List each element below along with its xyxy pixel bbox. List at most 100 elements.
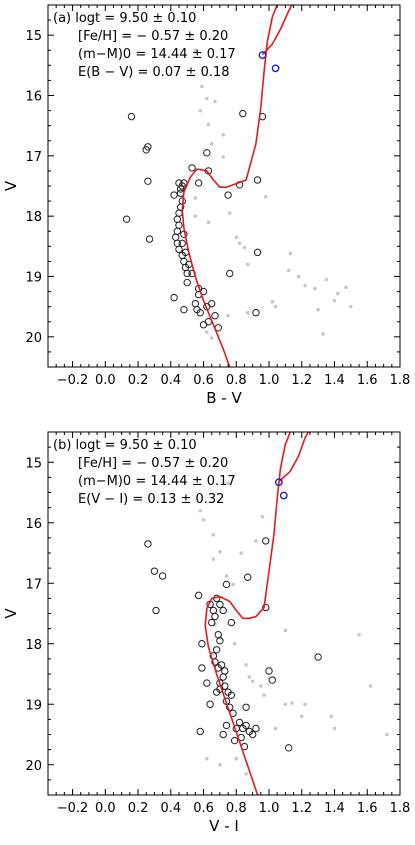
- x-tick-label: 0.6: [193, 801, 214, 816]
- member-star-point: [239, 109, 247, 118]
- x-tick-label: 1.2: [291, 801, 312, 816]
- field-star-point: [332, 726, 337, 731]
- field-star-point: [218, 549, 222, 554]
- member-star-point: [170, 293, 178, 302]
- member-star-point: [194, 591, 203, 600]
- field-star-point: [211, 533, 216, 537]
- member-star-point: [211, 658, 219, 666]
- member-star-point: [253, 248, 262, 257]
- field-star-point: [234, 756, 239, 761]
- field-star-point: [321, 332, 325, 336]
- field-star-point: [205, 96, 209, 101]
- member-star-point: [235, 718, 244, 727]
- member-star-point: [222, 580, 231, 589]
- x-tick-label: 0.4: [160, 373, 181, 388]
- y-tick-label: 18: [25, 210, 42, 225]
- field-star-point: [299, 714, 304, 719]
- field-star-point: [198, 108, 203, 113]
- field-star-point: [283, 702, 288, 707]
- field-star-point: [201, 517, 206, 522]
- field-star-point: [213, 99, 217, 104]
- member-star-point: [252, 724, 260, 733]
- isochrone-upper-branch-line: [278, 432, 310, 483]
- field-star-point: [357, 632, 361, 637]
- highlighted-star-point: [274, 478, 283, 487]
- y-axis-label: V: [2, 180, 20, 191]
- field-star-point: [209, 336, 214, 340]
- member-star-point: [173, 227, 182, 235]
- member-star-point: [268, 676, 276, 684]
- isochrone-upper-branch-line: [261, 5, 293, 56]
- member-star-point: [178, 239, 186, 248]
- field-star-point: [226, 481, 230, 486]
- y-tick-label: 16: [25, 517, 42, 532]
- member-star-point: [214, 630, 222, 639]
- field-star-point: [344, 285, 348, 290]
- field-star-point: [288, 251, 293, 256]
- x-tick-label: 1.8: [390, 801, 411, 816]
- parameter-annotation: (b) logt = 9.50 ± 0.10: [53, 438, 197, 453]
- member-star-point: [175, 221, 183, 229]
- x-tick-label: 0.8: [226, 373, 247, 388]
- parameter-annotation: (m−M)0 = 14.44 ± 0.17: [78, 474, 236, 489]
- x-tick-label: 1.0: [259, 801, 280, 816]
- member-star-point: [144, 143, 152, 151]
- field-star-point: [273, 304, 278, 309]
- x-tick-label: 1.4: [324, 373, 345, 388]
- field-star-point: [209, 141, 214, 146]
- member-star-point: [216, 637, 224, 645]
- field-star-point: [349, 304, 353, 309]
- field-star-point: [270, 300, 275, 304]
- field-star-point: [262, 693, 266, 697]
- member-star-point: [314, 653, 322, 661]
- member-star-point: [284, 744, 293, 752]
- field-star-point: [231, 582, 235, 587]
- field-star-point: [211, 557, 216, 561]
- member-star-point: [198, 640, 206, 648]
- field-star-point: [313, 286, 317, 291]
- field-star-point: [239, 551, 243, 555]
- field-star-point: [198, 508, 203, 513]
- plot-area: [122, 5, 353, 367]
- parameter-annotation: E(B − V) = 0.07 ± 0.18: [78, 65, 230, 80]
- member-star-point: [211, 312, 219, 320]
- x-tick-label: 0.0: [95, 801, 116, 816]
- member-star-point: [219, 730, 227, 739]
- y-tick-label: 16: [25, 90, 42, 105]
- member-star-point: [222, 721, 231, 730]
- field-star-point: [332, 298, 337, 303]
- member-star-point: [262, 537, 270, 545]
- member-star-point: [175, 245, 183, 254]
- member-star-point: [203, 679, 211, 687]
- field-star-point: [193, 214, 198, 218]
- x-tick-label: −0.2: [57, 373, 89, 388]
- member-star-point: [224, 191, 232, 199]
- field-star-point: [234, 235, 239, 240]
- field-star-point: [296, 274, 301, 279]
- y-tick-label: 15: [25, 456, 42, 471]
- plot-area: [144, 432, 389, 795]
- member-star-point: [221, 667, 229, 675]
- member-star-point: [152, 606, 160, 615]
- member-star-point: [158, 572, 167, 580]
- field-star-point: [221, 155, 225, 159]
- field-star-point: [250, 679, 255, 684]
- member-star-point: [227, 618, 236, 627]
- field-star-point: [226, 313, 230, 318]
- x-tick-label: 0.2: [128, 801, 149, 816]
- member-star-point: [144, 177, 152, 185]
- isochrone-line: [181, 5, 278, 367]
- member-star-point: [216, 600, 224, 609]
- member-star-point: [227, 691, 236, 699]
- x-tick-label: −0.2: [57, 801, 89, 816]
- field-star-point: [245, 310, 250, 315]
- member-star-point: [265, 667, 273, 675]
- member-star-point: [127, 112, 136, 121]
- field-star-point: [242, 245, 247, 250]
- highlighted-star-point: [271, 64, 280, 73]
- member-star-point: [196, 727, 204, 736]
- x-tick-label: 1.0: [259, 373, 280, 388]
- y-tick-label: 20: [25, 331, 42, 346]
- member-star-point: [170, 191, 178, 199]
